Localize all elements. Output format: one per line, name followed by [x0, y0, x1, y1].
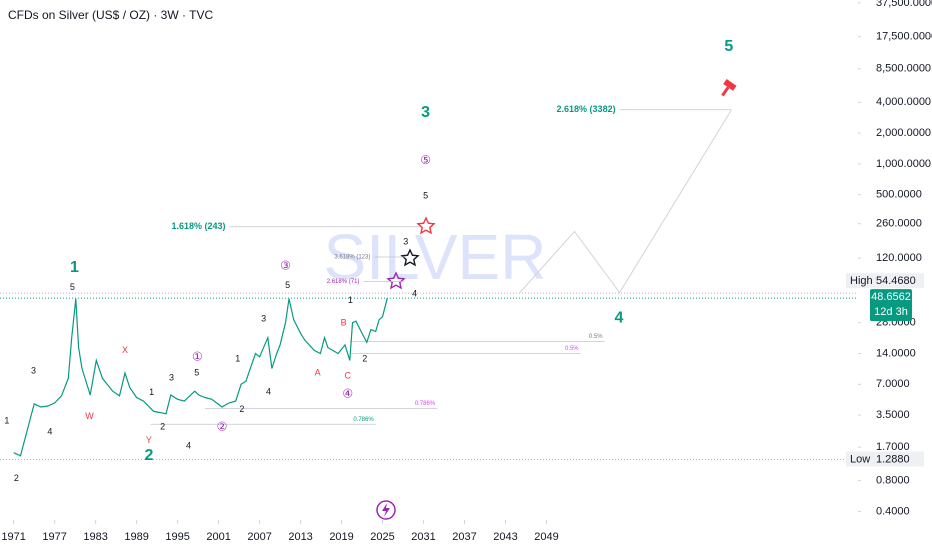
wave-label: 3 [31, 366, 36, 376]
star-icon [400, 248, 420, 267]
wave-label: W [85, 411, 94, 421]
star-icon [386, 271, 406, 290]
wave-label: 4 [266, 387, 271, 397]
wave-label: 3 [403, 237, 408, 247]
y-tick-label: 2,000.0000 [876, 127, 931, 139]
x-tick-label: 1983 [83, 531, 107, 543]
fib-level-label: 0.786% [353, 417, 374, 423]
wave-label: 1 [4, 416, 9, 426]
wave-label: 1 [70, 259, 79, 276]
hammer-icon [721, 79, 737, 97]
fib-level-label: 0.5% [565, 346, 579, 352]
fib-level-label: 2.618% (71) [327, 279, 360, 285]
wave-label: 5 [285, 280, 290, 290]
wave-label: 2 [362, 354, 367, 364]
x-tick-label: 2031 [411, 531, 435, 543]
x-tick-label: 2037 [452, 531, 476, 543]
wave-label: ③ [280, 258, 291, 272]
y-tick-label: 500.0000 [876, 189, 922, 201]
wave-label: 5 [423, 191, 428, 201]
y-tick-label: 0.8000 [876, 475, 910, 487]
wave-label: 2 [160, 422, 165, 432]
high-tag-bg [846, 273, 924, 289]
y-tick-label: 1.7000 [876, 441, 910, 453]
wave-label: 4 [614, 309, 623, 326]
event-icon-bolt [382, 503, 390, 517]
x-tick-label: 2043 [493, 531, 517, 543]
wave-label: A [315, 368, 321, 378]
wave-label: 4 [186, 441, 191, 451]
wave-label: 2 [239, 404, 244, 414]
last-price-tag-bg [870, 289, 912, 322]
y-tick-label: 7.0000 [876, 378, 910, 390]
wave-label: 2 [144, 447, 153, 464]
x-tick-label: 2013 [288, 531, 312, 543]
wave-label: 3 [169, 372, 174, 382]
last-price-countdown: 12d 3h [874, 306, 908, 318]
wave-label: ① [192, 350, 203, 364]
wave-label: 3 [261, 313, 266, 323]
fib-level-label: 0.5% [589, 334, 603, 340]
x-tick-label: 1971 [1, 531, 25, 543]
wave-label: ② [217, 419, 228, 433]
projection-path [519, 109, 733, 294]
y-tick-label: 1,000.0000 [876, 158, 931, 170]
watermark: SILVER [324, 221, 547, 293]
y-tick-label: 8,500.0000 [876, 63, 931, 75]
wave-label: 4 [412, 288, 417, 298]
y-tick-label: 120.0000 [876, 252, 922, 264]
star-icon [416, 216, 436, 235]
y-tick-label: 260.0000 [876, 218, 922, 230]
last-price-tag: 48.6562 12d 3h [870, 289, 912, 322]
wave-label: X [122, 345, 128, 355]
x-tick-label: 2019 [329, 531, 353, 543]
low-tag-label: Low [850, 453, 870, 465]
low-tag: Low 1.2880 [846, 451, 924, 467]
x-tick-label: 2049 [534, 531, 558, 543]
y-tick-label: 4,000.0000 [876, 96, 931, 108]
low-tag-value: 1.2880 [876, 453, 910, 465]
y-tick-label: 14.0000 [876, 347, 916, 359]
y-tick-label: 17,500.0000 [876, 31, 932, 43]
event-icon[interactable] [376, 500, 396, 520]
wave-label: Y [146, 435, 152, 445]
high-tag: High 54.4680 [846, 273, 924, 289]
wave-label: 5 [70, 282, 75, 292]
x-tick-label: 1977 [42, 531, 66, 543]
chart-title: CFDs on Silver (US$ / OZ) · 3W · TVC [8, 8, 213, 22]
fib-level-label: 1.618% (243) [171, 221, 225, 231]
low-tag-bg [846, 451, 924, 467]
wave-label: ④ [342, 386, 353, 400]
y-tick-label: 3.5000 [876, 409, 910, 421]
fib-level-label: 0.786% [415, 401, 436, 407]
x-tick-label: 1989 [124, 531, 148, 543]
high-tag-label: High [850, 275, 873, 287]
wave-label: 2 [14, 473, 19, 483]
fib-level-label: 3.618% (123) [334, 255, 370, 261]
wave-label: 1 [149, 387, 154, 397]
wave-label: 1 [235, 354, 240, 364]
fib-level-label: 2.618% (3382) [557, 104, 616, 114]
y-tick-label: 0.4000 [876, 505, 910, 517]
x-tick-label: 1995 [165, 531, 189, 543]
x-tick-label: 2025 [370, 531, 394, 543]
wave-label: 3 [421, 104, 430, 121]
last-price-value: 48.6562 [871, 291, 911, 303]
price-line [13, 298, 388, 457]
wave-label: 5 [194, 368, 199, 378]
x-tick-label: 2007 [247, 531, 271, 543]
y-tick-label: 37,500.0000 [876, 0, 932, 9]
wave-label: B [341, 318, 347, 328]
wave-label: 4 [47, 427, 52, 437]
x-tick-label: 2001 [206, 531, 230, 543]
wave-label: ⑤ [420, 153, 431, 167]
wave-label: C [344, 371, 351, 381]
wave-label: 1 [348, 295, 353, 305]
high-tag-value: 54.4680 [876, 275, 916, 287]
wave-label: 5 [724, 38, 733, 55]
